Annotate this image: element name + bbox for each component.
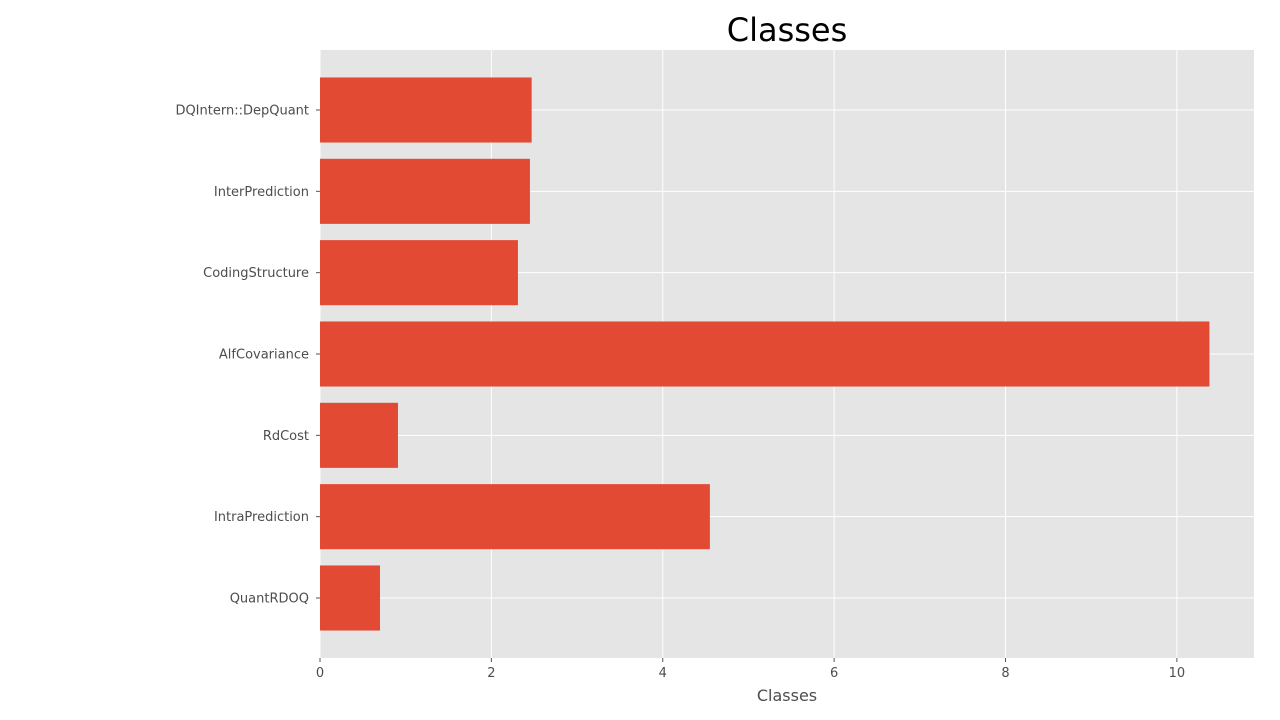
bars xyxy=(320,77,1210,631)
bar xyxy=(320,240,518,306)
x-axis-ticks: 0 2 4 6 8 10 xyxy=(316,658,1185,681)
y-tick-label: AlfCovariance xyxy=(219,348,309,363)
x-tick-label: 2 xyxy=(487,666,495,681)
chart-title: Classes xyxy=(727,11,848,49)
x-tick-label: 8 xyxy=(1001,666,1009,681)
bar xyxy=(320,158,530,224)
bar xyxy=(320,321,1210,387)
x-tick-label: 0 xyxy=(316,666,324,681)
y-tick-label: IntraPrediction xyxy=(214,510,309,525)
y-axis-ticks: DQIntern::DepQuantInterPredictionCodingS… xyxy=(175,104,320,607)
y-tick-label: InterPrediction xyxy=(214,185,309,200)
x-tick-label: 6 xyxy=(830,666,838,681)
y-tick-label: RdCost xyxy=(263,429,309,444)
x-axis-label: Classes xyxy=(757,686,817,705)
bar xyxy=(320,77,532,143)
y-tick-label: DQIntern::DepQuant xyxy=(175,104,309,119)
bar xyxy=(320,484,710,550)
bar xyxy=(320,565,380,631)
y-tick-label: CodingStructure xyxy=(203,266,309,281)
y-tick-label: QuantRDOQ xyxy=(230,592,309,607)
x-tick-label: 4 xyxy=(659,666,667,681)
x-tick-label: 10 xyxy=(1169,666,1186,681)
bar xyxy=(320,402,398,468)
